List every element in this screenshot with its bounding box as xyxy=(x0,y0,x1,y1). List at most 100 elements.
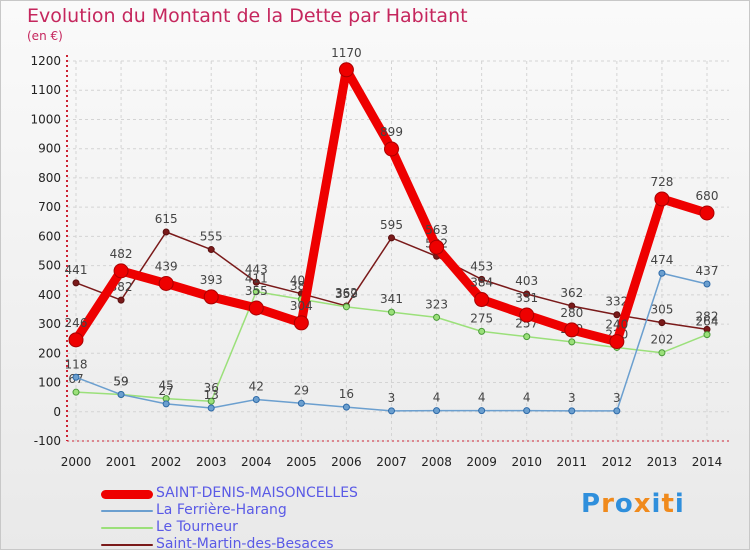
x-tick-label: 2002 xyxy=(151,455,182,469)
data-label: 1170 xyxy=(331,46,362,60)
data-point xyxy=(342,303,350,311)
x-tick-label: 2008 xyxy=(421,455,452,469)
data-point xyxy=(117,391,125,399)
y-tick-label: 400 xyxy=(38,288,61,302)
y-tick-label: 500 xyxy=(38,259,61,273)
data-label: 474 xyxy=(650,253,673,267)
series-saint-denis-maisoncelles: 246 482 439 393 355 304 1170 899 563 384 331 280 240… xyxy=(65,46,719,350)
legend-item: Saint-Martin-des-Besaces xyxy=(101,536,421,553)
data-label: 27 xyxy=(159,384,174,398)
y-axis-unit: (en €) xyxy=(27,29,63,43)
data-point xyxy=(609,334,625,350)
logo-letter: i xyxy=(651,489,662,519)
y-tick-label: 1000 xyxy=(30,112,61,126)
data-label: 282 xyxy=(696,309,719,323)
data-label: 332 xyxy=(605,295,628,309)
x-tick-label: 2014 xyxy=(692,455,723,469)
data-point xyxy=(658,319,666,327)
data-label: 482 xyxy=(110,247,133,261)
data-point xyxy=(248,300,264,316)
data-label: 615 xyxy=(155,212,178,226)
x-tick-label: 2000 xyxy=(61,455,92,469)
data-label: 411 xyxy=(245,272,268,286)
data-label: 3 xyxy=(568,391,576,405)
legend-swatch xyxy=(101,489,153,499)
legend-item: La Ferrière-Harang xyxy=(101,502,421,519)
data-label: 437 xyxy=(696,264,719,278)
data-label: 728 xyxy=(650,175,673,189)
data-point xyxy=(207,246,215,254)
legend-swatch xyxy=(101,510,153,512)
data-label: 393 xyxy=(200,273,223,287)
y-tick-label: 700 xyxy=(38,200,61,214)
x-tick-label: 2009 xyxy=(466,455,497,469)
data-point xyxy=(72,388,80,396)
logo-letter: i xyxy=(674,489,685,519)
data-label: 362 xyxy=(335,286,358,300)
y-tick-label: 900 xyxy=(38,142,61,156)
data-point xyxy=(207,404,215,412)
x-tick-label: 2012 xyxy=(602,455,633,469)
legend-swatch xyxy=(101,544,153,546)
data-label: 555 xyxy=(200,230,223,244)
x-tick-label: 2001 xyxy=(106,455,137,469)
legend-label: Saint-Martin-des-Besaces xyxy=(156,536,334,552)
data-point xyxy=(162,400,170,408)
legend-label: SAINT-DENIS-MAISONCELLES xyxy=(156,485,358,501)
data-point xyxy=(203,289,219,305)
data-point xyxy=(699,205,715,221)
data-label: 280 xyxy=(560,306,583,320)
data-point xyxy=(568,302,576,310)
logo-letter: x xyxy=(633,489,652,519)
data-label: 305 xyxy=(650,303,673,317)
data-label: 275 xyxy=(470,311,493,325)
data-point xyxy=(429,239,445,255)
data-point xyxy=(68,332,84,348)
legend-swatch xyxy=(101,527,153,529)
data-label: 29 xyxy=(294,383,309,397)
data-point xyxy=(207,397,215,405)
data-point xyxy=(703,280,711,288)
y-tick-label: 200 xyxy=(38,346,61,360)
y-tick-label: 600 xyxy=(38,229,61,243)
data-point xyxy=(658,349,666,357)
data-label: 439 xyxy=(155,259,178,273)
data-label: 4 xyxy=(478,391,486,405)
data-point xyxy=(117,296,125,304)
data-point xyxy=(388,308,395,316)
data-label: 595 xyxy=(380,218,403,232)
legend-item: SAINT-DENIS-MAISONCELLES xyxy=(101,485,421,502)
data-point xyxy=(478,275,486,283)
chart-legend: SAINT-DENIS-MAISONCELLES La Ferrière-Hara… xyxy=(101,485,421,553)
data-label: 304 xyxy=(290,299,313,313)
data-label: 202 xyxy=(650,333,673,347)
data-label: 355 xyxy=(245,284,268,298)
data-label: 4 xyxy=(523,391,531,405)
data-point xyxy=(654,191,670,207)
data-point xyxy=(658,269,666,277)
data-point xyxy=(388,407,395,415)
data-point xyxy=(72,373,80,381)
data-label: 563 xyxy=(425,223,448,237)
x-tick-label: 2010 xyxy=(511,455,542,469)
data-label: 899 xyxy=(380,125,403,139)
data-point xyxy=(568,338,576,346)
data-label: 680 xyxy=(696,189,719,203)
data-label: 384 xyxy=(470,276,493,290)
data-point xyxy=(613,311,621,319)
data-label: 453 xyxy=(470,259,493,273)
data-label: 246 xyxy=(65,316,88,330)
data-point xyxy=(474,292,490,308)
data-label: 4 xyxy=(433,391,441,405)
data-point xyxy=(613,407,621,415)
data-label: 403 xyxy=(515,274,538,288)
data-point xyxy=(433,407,441,415)
data-label: 362 xyxy=(560,286,583,300)
data-point xyxy=(338,62,354,78)
x-tick-label: 2006 xyxy=(331,455,362,469)
chart-title: Evolution du Montant de la Dette par Hab… xyxy=(27,5,468,27)
y-tick-label: 1200 xyxy=(30,54,61,68)
logo-letter: P xyxy=(581,489,602,519)
